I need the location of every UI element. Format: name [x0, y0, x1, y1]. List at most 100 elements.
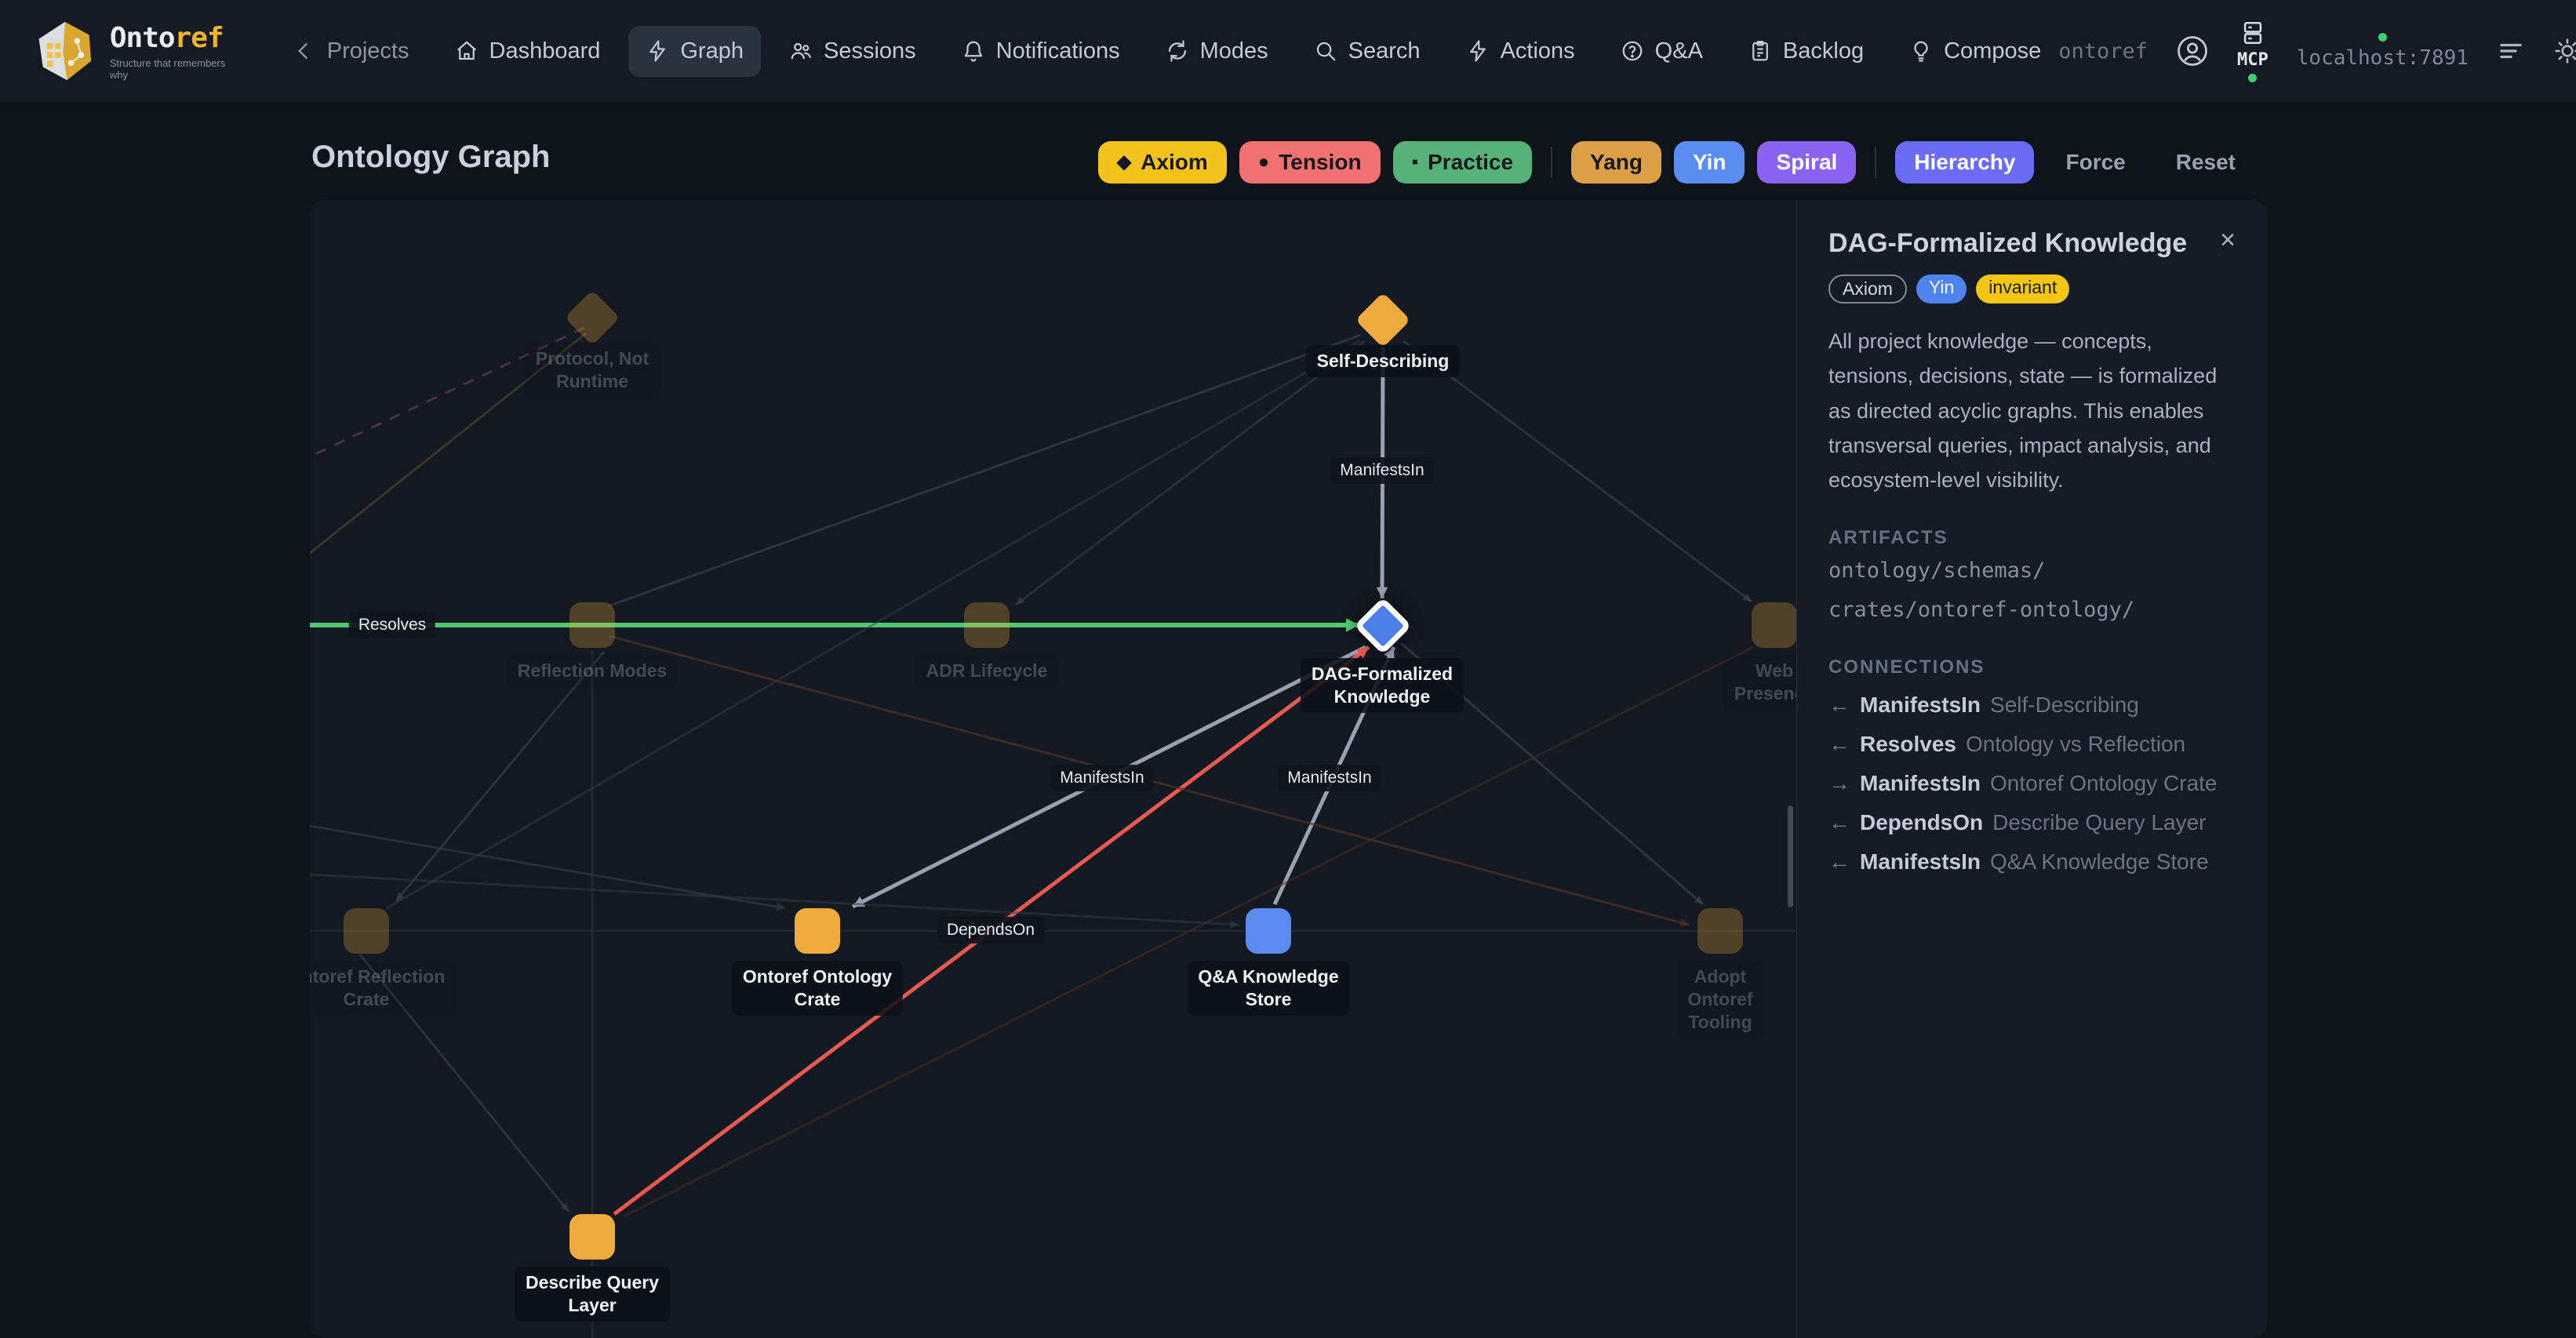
connection-row[interactable]: ← Resolves Ontology vs Reflection [1828, 732, 2236, 757]
connection-relation: Resolves [1860, 731, 1956, 756]
nav-item-label: Compose [1944, 38, 2042, 64]
connection-target: Self-Describing [1990, 692, 2139, 717]
graph-edge [1015, 340, 1365, 606]
edge-arrowhead-icon [1356, 647, 1369, 659]
connection-relation: ManifestsIn [1860, 692, 1981, 717]
edge-arrowhead-icon [1016, 596, 1025, 605]
diamond-node-icon [1355, 292, 1411, 348]
artifact-path: crates/ontoref-ontology/ [1828, 597, 2135, 622]
edge-label-resolves: Resolves [348, 612, 436, 638]
graph-node-self-describing[interactable] [1355, 292, 1411, 348]
filter-label: Spiral [1776, 150, 1838, 174]
toolbar-divider [1551, 147, 1553, 178]
toolbar-divider [1875, 147, 1877, 178]
graph-node-adr-lifecycle[interactable] [964, 602, 1010, 648]
nav-item-q-a[interactable]: Q&A [1603, 26, 1720, 77]
connection-row[interactable]: ← ManifestsIn Q&A Knowledge Store [1828, 849, 2236, 874]
filter-yang-button[interactable]: Yang [1571, 141, 1661, 184]
filter-yin-button[interactable]: Yin [1673, 141, 1745, 184]
graph-edge [310, 326, 585, 458]
help-circle-icon [1621, 39, 1644, 63]
square-node-icon [344, 908, 389, 954]
server-icon [2243, 21, 2262, 45]
host-status-dot [2378, 32, 2387, 42]
host-address: localhost:7891 [2296, 45, 2469, 70]
graph-edge [310, 873, 1239, 926]
edge-arrowhead-icon [1346, 618, 1359, 632]
mcp-status[interactable]: MCP [2237, 20, 2269, 82]
user-avatar-icon[interactable] [2176, 35, 2209, 67]
graph-scrollbar[interactable] [1788, 805, 1793, 907]
app-logo[interactable]: Ontoref Structure that remembers why [33, 15, 231, 87]
loop-icon [1166, 39, 1189, 63]
filter-practice-button[interactable]: ▪ Practice [1392, 141, 1533, 184]
node-label-ontoref-ontology-crate: Ontoref Ontology Crate [731, 961, 904, 1016]
edge-arrowhead-icon [1742, 593, 1752, 602]
mcp-status-dot [2248, 74, 2258, 82]
node-label-dag-formalized-knowledge: DAG-Formalized Knowledge [1300, 658, 1464, 713]
graph-node-protocol-not-runtime[interactable] [564, 289, 620, 346]
bell-icon [962, 39, 985, 63]
edge-label-manifestsin: ManifestsIn [1050, 765, 1154, 791]
clipboard-icon [1748, 39, 1772, 63]
filter-reset-button[interactable]: Reset [2157, 141, 2254, 184]
filter-hierarchy-button[interactable]: Hierarchy [1895, 141, 2035, 184]
app-logo-icon [38, 21, 92, 81]
nav-item-notifications[interactable]: Notifications [944, 26, 1137, 77]
detail-badges: Axiom Yin invariant [1828, 275, 2236, 304]
nav-item-backlog[interactable]: Backlog [1731, 26, 1881, 77]
nav-item-search[interactable]: Search [1297, 26, 1438, 77]
current-project-label[interactable]: ontoref [2058, 38, 2148, 64]
nav-item-actions[interactable]: Actions [1449, 26, 1592, 77]
tension-glyph-icon: ● [1257, 151, 1270, 173]
graph-node-ontoref-reflection-crate[interactable] [344, 908, 389, 954]
square-node-icon [1697, 908, 1743, 954]
square-node-icon [569, 602, 615, 648]
nav-item-compose[interactable]: Compose [1892, 26, 2058, 77]
graph-node-describe-query-layer[interactable] [569, 1214, 615, 1260]
nav-item-graph[interactable]: Graph [628, 25, 761, 77]
main-container: Resolves ManifestsIn ManifestsIn ManifestsI… [310, 200, 2267, 1338]
node-label-qa-knowledge-store: Q&A Knowledge Store [1187, 961, 1350, 1016]
connections-header: CONNECTIONS [1828, 656, 1985, 678]
top-nav: Ontoref Structure that remembers why Pro… [0, 0, 2576, 102]
nav-item-label: Backlog [1782, 38, 1865, 64]
nav-item-label: Projects [326, 38, 409, 64]
nav-item-label: Notifications [995, 38, 1120, 64]
nav-item-sessions[interactable]: Sessions [772, 26, 933, 77]
filter-spiral-button[interactable]: Spiral [1757, 141, 1857, 184]
nav-item-modes[interactable]: Modes [1148, 26, 1286, 77]
graph-node-web-presence[interactable] [1752, 602, 1797, 648]
node-label-ontoref-reflection-crate: Ontoref Reflection Crate [310, 961, 457, 1016]
node-detail-panel: DAG-Formalized Knowledge × Axiom Yin invar… [1796, 200, 2267, 1338]
edge-arrowhead-icon [1384, 647, 1395, 660]
filter-force-button[interactable]: Force [2047, 141, 2144, 184]
connection-row[interactable]: ← DependsOn Describe Query Layer [1828, 810, 2236, 835]
filter-label: Axiom [1141, 150, 1208, 174]
artifact-path: ontology/schemas/ [1828, 558, 2046, 584]
graph-node-qa-knowledge-store[interactable] [1246, 908, 1291, 954]
edge-arrowhead-icon [1679, 918, 1689, 927]
nav-item-projects[interactable]: Projects [275, 26, 427, 77]
graph-canvas[interactable]: Resolves ManifestsIn ManifestsIn ManifestsI… [310, 200, 1826, 1338]
nav-items: Projects Dashboard Graph Sessions Notificati… [275, 25, 2058, 77]
nav-item-dashboard[interactable]: Dashboard [438, 26, 618, 77]
graph-node-dag-formalized-knowledge[interactable] [1354, 597, 1412, 655]
connection-relation: ManifestsIn [1860, 770, 1981, 795]
node-label-reflection-modes: Reflection Modes [506, 655, 679, 687]
connection-row[interactable]: → ManifestsIn Ontoref Ontology Crate [1828, 771, 2236, 796]
graph-node-adopt-ontoref-tooling[interactable] [1697, 908, 1743, 954]
graph-node-ontoref-ontology-crate[interactable] [795, 908, 840, 954]
detail-description: All project knowledge — concepts, tensio… [1828, 329, 2218, 493]
connection-row[interactable]: ← ManifestsIn Self-Describing [1828, 693, 2236, 718]
filter-tension-button[interactable]: ● Tension [1239, 141, 1381, 184]
close-icon[interactable]: × [2220, 225, 2236, 255]
edge-arrowhead-icon [1376, 587, 1388, 598]
square-node-icon [1752, 602, 1797, 648]
graph-node-reflection-modes[interactable] [569, 602, 615, 648]
filter-axiom-button[interactable]: ◆ Axiom [1097, 141, 1227, 184]
menu-icon[interactable] [2497, 37, 2525, 65]
theme-toggle-icon[interactable] [2553, 37, 2576, 65]
edge-arrowhead-icon [776, 902, 785, 911]
graph-edge [607, 333, 1362, 608]
